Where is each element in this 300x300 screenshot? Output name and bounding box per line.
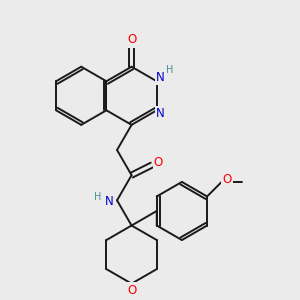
Text: H: H — [166, 65, 173, 75]
Text: O: O — [127, 284, 136, 296]
Text: O: O — [127, 34, 136, 46]
Text: O: O — [222, 172, 232, 185]
Text: N: N — [156, 107, 165, 120]
Text: N: N — [104, 195, 113, 208]
Text: H: H — [94, 192, 102, 202]
Text: N: N — [156, 71, 165, 84]
Text: O: O — [154, 156, 163, 169]
